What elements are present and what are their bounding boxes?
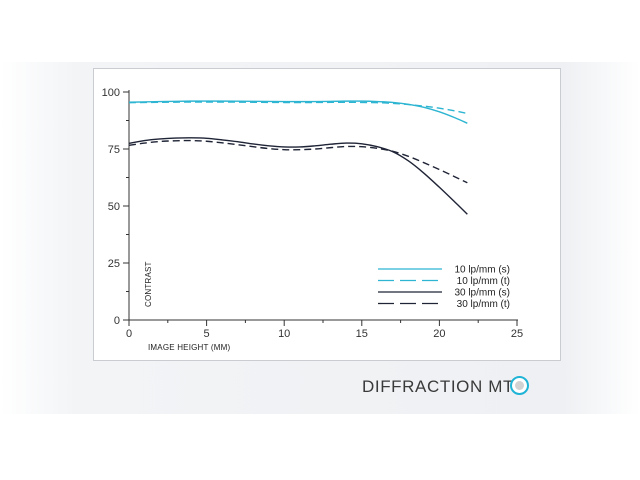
series-line-30-lp-mm-t: [128, 139, 468, 184]
x-tick-label: 5: [204, 328, 210, 340]
series-lines: [128, 100, 468, 215]
y-tick-label: 75: [108, 144, 120, 156]
x-axis-title: IMAGE HEIGHT (MM): [148, 343, 230, 352]
y-tick-label: 25: [108, 258, 120, 270]
legend-label-10-lp-mm-s: 10 lp/mm (s): [454, 265, 510, 276]
x-tick-label: 0: [126, 328, 132, 340]
y-tick-label: 0: [114, 315, 120, 327]
series-line-30-lp-mm-s: [128, 137, 468, 215]
x-tick-label: 20: [433, 328, 445, 340]
x-tick-label: 10: [278, 328, 290, 340]
legend-label-30-lp-mm-s: 30 lp/mm (s): [454, 288, 510, 299]
chart-panel: [93, 68, 561, 361]
y-tick-label: 50: [108, 201, 120, 213]
x-tick-label: 15: [356, 328, 368, 340]
axes: 0 25 50 75 100 0 5 10 15 20 25: [102, 87, 523, 340]
legend-label-10-lp-mm-t: 10 lp/mm (t): [457, 276, 510, 287]
series-line-10-lp-mm-s: [128, 100, 468, 124]
x-tick-label: 25: [511, 328, 523, 340]
legend: 10 lp/mm (s)10 lp/mm (t)30 lp/mm (s)30 l…: [378, 265, 510, 310]
chart-caption: DIFFRACTION MTF: [362, 377, 525, 396]
y-tick-label: 100: [102, 87, 120, 99]
circle-target-icon: [510, 376, 529, 395]
series-line-10-lp-mm-t: [128, 101, 468, 115]
y-axis-title: CONTRAST: [144, 261, 153, 307]
badge-dot: [515, 381, 524, 390]
legend-label-30-lp-mm-t: 30 lp/mm (t): [457, 299, 510, 310]
